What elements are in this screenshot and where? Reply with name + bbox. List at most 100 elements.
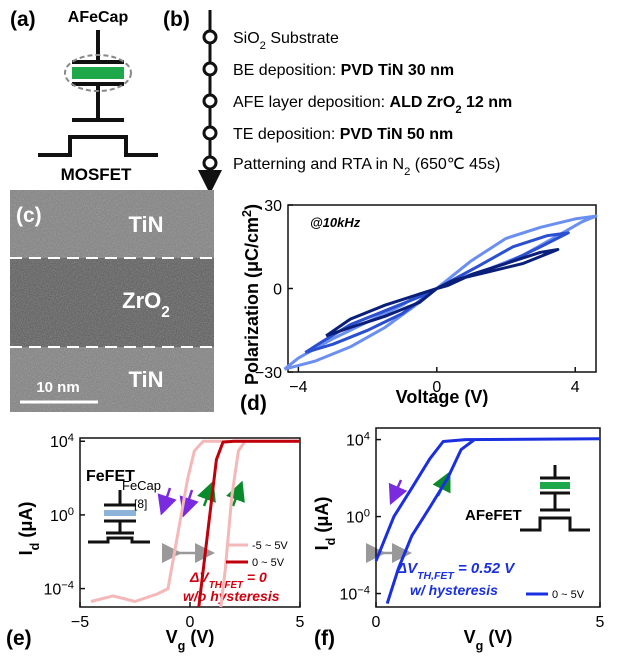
text-part: d <box>28 543 42 551</box>
text-part: Substrate <box>266 30 339 47</box>
text-part: TiN <box>128 367 163 392</box>
tick-label: 100 <box>346 508 370 527</box>
text-part: (μA) <box>312 497 332 538</box>
legend-label: 0 ~ 5V <box>252 557 285 569</box>
x-axis-label: Voltage (V) <box>396 387 489 407</box>
text-part: 12 nm <box>462 94 513 111</box>
process-step: TE deposition: PVD TiN 50 nm <box>233 126 453 143</box>
text-part: 2 <box>161 304 170 321</box>
series-line <box>326 250 558 336</box>
panel-label: (a) <box>10 8 36 31</box>
panel-label: (f) <box>314 627 335 650</box>
text-part: @10kHz <box>310 215 361 230</box>
text-part: 2 <box>240 210 254 217</box>
tick-label: 5 <box>596 614 605 631</box>
tick-base: −4 <box>289 379 307 396</box>
text-part: PVD TiN 50 nm <box>340 126 454 143</box>
text-part: (V) <box>483 627 512 647</box>
tick-label: −4 <box>289 379 307 396</box>
text-part: w/ hysteresis <box>410 582 498 598</box>
tick-label: 10−4 <box>43 580 74 599</box>
tick-label: 104 <box>50 432 74 451</box>
text-part: PVD TiN 30 nm <box>341 62 455 79</box>
device-label: MOSFET <box>61 165 132 184</box>
text-part: ZrO <box>122 288 161 313</box>
tick-label: 100 <box>50 506 74 525</box>
text-part: (V) <box>185 627 214 647</box>
tick-label: 5 <box>296 614 305 631</box>
panel-label: (b) <box>163 8 190 31</box>
text-part: SiO <box>233 30 260 47</box>
scale-bar-label: 10 nm <box>36 379 79 396</box>
y-axis-label: Id (μA) <box>16 502 42 556</box>
annotation: @10kHz <box>310 215 361 230</box>
annotation: [8] <box>134 497 147 511</box>
tick-exp: 0 <box>364 508 370 520</box>
annotation: ΔVTH,FET = 0.52 V <box>396 560 516 582</box>
x-axis-label: Vg (V) <box>464 627 513 653</box>
text-part: [8] <box>134 497 147 511</box>
tick-label: 4 <box>571 379 580 396</box>
step-dot <box>204 31 216 43</box>
text-part: TiN <box>128 212 163 237</box>
text-part: Polarization (μC/cm <box>242 217 262 385</box>
tick-exp: 0 <box>68 506 74 518</box>
annotation: w/ hysteresis <box>410 582 498 598</box>
text-part: = 0 <box>243 569 267 585</box>
annotation: w/o hysteresis <box>183 588 280 604</box>
process-step: AFE layer deposition: ALD ZrO2 12 nm <box>233 94 512 116</box>
tick-base: 10 <box>43 582 61 599</box>
text-part: g <box>476 639 484 653</box>
panel-label: (c) <box>16 204 42 227</box>
process-step: SiO2 Substrate <box>233 30 339 52</box>
process-step: BE deposition: PVD TiN 30 nm <box>233 62 454 79</box>
legend-label: 0 ~ 5V <box>552 589 585 601</box>
text-part: ) <box>242 204 262 210</box>
text-part: Patterning and RTA in N <box>233 156 404 173</box>
text-part: V <box>166 627 178 647</box>
layer-label: TiN <box>128 212 163 237</box>
tick-label: 104 <box>346 431 370 450</box>
text-part: g <box>178 639 186 653</box>
tick-base: 10 <box>50 508 68 525</box>
text-part: ΔV <box>189 569 210 585</box>
tick-base: 10 <box>346 510 364 527</box>
text-part: TH,FET <box>417 570 455 582</box>
tick-base: 10 <box>339 587 357 604</box>
tick-exp: 4 <box>364 431 370 443</box>
process-step: Patterning and RTA in N2 (650℃ 45s) <box>233 156 500 178</box>
text-part: V <box>464 627 476 647</box>
y-axis-label: Id (μA) <box>312 497 338 551</box>
figure: { "panel_a": {"label": "(a)", "title": "… <box>0 0 617 666</box>
tick-label: 30 <box>264 198 282 215</box>
step-dot <box>204 63 216 75</box>
tick-base: 10 <box>50 434 68 451</box>
text-part: w/o hysteresis <box>183 588 280 604</box>
tick-label: −5 <box>71 614 89 631</box>
step-dot <box>204 157 216 169</box>
x-axis-label: Vg (V) <box>166 627 215 653</box>
text-part: AFE layer deposition: <box>233 94 390 111</box>
annotation: FeCap <box>122 478 161 493</box>
panel-label: (d) <box>240 392 267 415</box>
y-axis-label: Polarization (μC/cm2) <box>240 204 262 385</box>
step-dot <box>204 95 216 107</box>
tick-exp: 4 <box>68 432 74 444</box>
text-part: TE deposition: <box>233 126 340 143</box>
tick-label: 0 <box>372 614 381 631</box>
tick-exp: −4 <box>357 585 370 597</box>
text-part: FeCap <box>122 478 161 493</box>
afefet-inset <box>520 465 590 530</box>
text-part: Voltage (V) <box>396 387 489 407</box>
text-part: (μA) <box>16 502 36 543</box>
tick-exp: −4 <box>61 580 74 592</box>
text-part: = 0.52 V <box>454 560 516 577</box>
figure-canvas: (a)AFeCapMOSFET(b)SiO2 SubstrateBE depos… <box>0 0 617 666</box>
text-part: ALD ZrO <box>390 94 456 111</box>
tick-base: −5 <box>71 614 89 631</box>
tick-label: 10−4 <box>339 585 370 604</box>
legend-label: -5 ~ 5V <box>252 540 288 552</box>
text-part: AFeFET <box>465 507 522 524</box>
text-part: d <box>324 538 338 546</box>
panel-label: (e) <box>6 627 32 650</box>
